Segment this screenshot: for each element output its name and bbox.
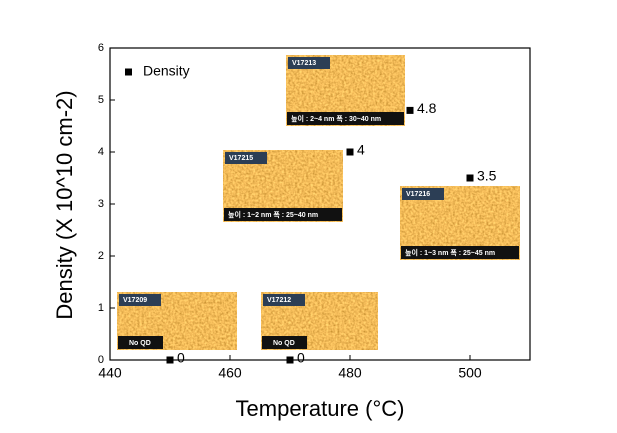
y-tick-label: 5: [98, 94, 104, 106]
x-tick-label: 480: [338, 365, 362, 381]
y-tick-label: 3: [98, 198, 104, 210]
data-label: 3.5: [477, 168, 497, 184]
y-tick-label: 2: [98, 250, 104, 262]
inset-caption: 높이 : 1~2 nm 폭 : 25~40 nm: [228, 210, 318, 219]
inset-tag: [263, 294, 305, 306]
legend-label: Density: [143, 63, 190, 79]
point: [406, 106, 414, 114]
x-tick-label: 460: [218, 365, 242, 381]
inset-caption-bg: [224, 208, 342, 221]
inset-sample: V17213: [292, 60, 316, 67]
inset-sample: V17215: [229, 155, 253, 162]
inset-tag: [288, 57, 330, 69]
inset-caption-bg: [118, 336, 163, 349]
x-tick-label: 440: [98, 365, 122, 381]
point: [286, 356, 294, 364]
inset-sample: V17212: [267, 297, 291, 304]
data-label: 0: [297, 350, 305, 366]
inset-caption-bg: [262, 336, 307, 349]
x-axis-label: Temperature (°C): [236, 396, 405, 421]
point: [466, 174, 474, 182]
inset-caption-bg: [401, 246, 519, 259]
data-label: 4: [357, 142, 365, 158]
x-tick-label: 500: [458, 365, 482, 381]
inset-caption-bg: [287, 112, 404, 125]
data-label: 4.8: [417, 100, 437, 116]
inset-caption: No QD: [273, 340, 295, 347]
legend-marker: [125, 68, 132, 76]
inset-tag: [225, 152, 267, 164]
inset-tag: [402, 188, 444, 200]
inset-sample: V17216: [406, 191, 430, 198]
data-label: 0: [177, 350, 185, 366]
point: [166, 356, 174, 364]
inset-caption: No QD: [129, 340, 151, 347]
inset-sample: V17209: [123, 297, 147, 304]
y-tick-label: 6: [98, 42, 104, 54]
y-tick-label: 0: [98, 354, 104, 366]
y-tick-label: 4: [98, 146, 104, 158]
point: [346, 148, 354, 156]
inset-tag: [119, 294, 161, 306]
y-tick-label: 1: [98, 302, 104, 314]
inset-caption: 높이 : 1~3 nm 폭 : 25~45 nm: [405, 248, 495, 257]
inset-caption: 높이 : 2~4 nm 폭 : 30~40 nm: [291, 114, 381, 123]
y-axis-label: Density (X 10^10 cm-2): [52, 90, 77, 319]
